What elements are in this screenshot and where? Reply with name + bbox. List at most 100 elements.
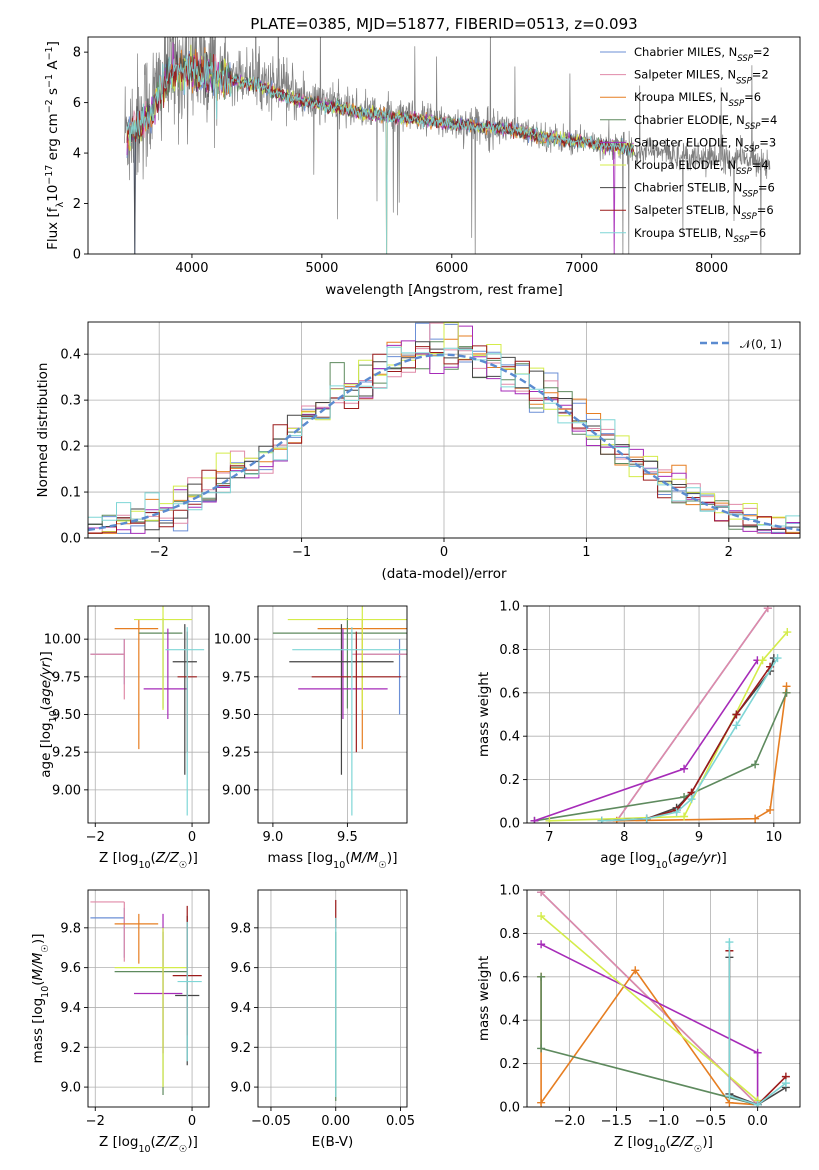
label-part: (: [38, 705, 54, 710]
axes-frame: [87, 889, 210, 1108]
label-part: 10: [656, 860, 668, 871]
x-tick-label: 6000: [435, 261, 468, 276]
mass-weight-marker: [530, 816, 539, 823]
x-tick-label: 8000: [695, 261, 728, 276]
gridlines: [88, 890, 209, 1107]
gridlines: [88, 606, 209, 823]
legend-label-sub: SSP: [736, 167, 752, 177]
legend-label-tail: =4: [752, 158, 769, 172]
mass-weight-marker: [763, 606, 772, 613]
y-tick-label: 9.4: [60, 1001, 81, 1016]
mass-weight-marker: [781, 1079, 790, 1088]
legend-label: 𝒩(0, 1): [740, 337, 782, 351]
y-tick-label: 9.4: [230, 1001, 251, 1016]
label-part: 10: [333, 860, 345, 871]
y-tick-label: 0.0: [499, 1101, 520, 1116]
label-part: wavelength [Angstrom, rest frame]: [325, 282, 563, 298]
x-tick-label: 5000: [305, 261, 338, 276]
mass-weight-line: [601, 657, 779, 822]
y-tick-label: 6: [73, 96, 81, 111]
x-tick-label: −1.5: [601, 1114, 633, 1129]
y-tick-label: 9.25: [52, 746, 81, 761]
y-tick-label: 0.2: [60, 440, 81, 455]
label-part: log: [633, 1134, 654, 1150]
mass-weight-marker: [537, 1098, 546, 1107]
x-axis-label: Z [log10(Z/Z☉)]: [99, 1134, 198, 1155]
legend-label-text: Chabrier ELODIE, N: [634, 113, 745, 127]
x-tick-label: 0: [188, 1114, 196, 1129]
y-tick-label: 0.2: [499, 773, 520, 788]
legend-label: Salpeter ELODIE, NSSP=3: [634, 135, 776, 154]
label-part: ☉: [694, 1144, 703, 1155]
label-part: ☉: [378, 860, 387, 871]
label-part: ): [716, 850, 721, 866]
mass-weight-line: [540, 943, 759, 1105]
mass-weight-marker: [631, 966, 640, 975]
x-tick-label: −2: [86, 1114, 105, 1129]
mass-weight-marker: [753, 1100, 762, 1107]
x-tick-label: 0: [440, 545, 448, 560]
label-part: M/M: [351, 850, 379, 866]
x-tick-label: −2: [150, 545, 169, 560]
y-tick-label: 8: [73, 46, 81, 61]
y-tick-label: 4: [73, 147, 81, 162]
legend-label: Chabrier STELIB, NSSP=6: [634, 181, 775, 200]
y-tick-label: 0.0: [60, 532, 81, 547]
label-part: ☉: [179, 860, 188, 871]
legend-label-text: Kroupa MILES, N: [634, 90, 729, 104]
plot-area: [124, 37, 771, 254]
figure-title: PLATE=0385, MJD=51877, FIBERID=0513, z=0…: [250, 15, 637, 33]
label-part: (: [151, 850, 156, 866]
panel-residuals: −2 −1 0 1 2 0.0 0.1 0.2 0.3 0.4 (data-model)/error…: [35, 321, 801, 582]
gridlines: [527, 889, 800, 1108]
x-axis-label: mass [log10(M/M☉)]: [268, 850, 398, 871]
label-part: (data-model)/error: [381, 566, 507, 582]
label-part: Normed distribution: [35, 363, 51, 498]
x-tick-label: 4000: [175, 261, 208, 276]
legend-label-sub: SSP: [742, 190, 758, 200]
y-tick-label: 0.8: [499, 643, 520, 658]
axes-frame: [526, 605, 801, 824]
label-part: ☉: [179, 1144, 188, 1155]
legend-label-text: Salpeter ELODIE, N: [634, 135, 744, 149]
mass-weight-marker: [732, 721, 741, 730]
label-part: Z/Z: [155, 1134, 180, 1150]
legend-label: Chabrier ELODIE, NSSP=4: [634, 113, 777, 132]
label-part: ): [702, 1134, 707, 1150]
legend-label-sub: SSP: [729, 99, 745, 109]
y-tick-label: 1.0: [499, 600, 520, 615]
label-part: Flux [f: [45, 206, 61, 250]
mass-weight-marker: [680, 764, 689, 773]
legend-label-sub: SSP: [736, 77, 752, 87]
label-part: −1: [44, 74, 55, 88]
y-tick-label: 9.6: [60, 961, 81, 976]
y-axis-label: mass weight: [476, 672, 492, 757]
y-tick-label: 0.3: [60, 394, 81, 409]
gridlines: [258, 890, 407, 1107]
label-part: ): [38, 657, 54, 662]
label-part: log: [30, 998, 46, 1019]
x-axis-label: Z [log10(Z/Z☉)]: [614, 1134, 713, 1155]
label-part: Z [: [614, 1134, 633, 1150]
plot-area: [537, 890, 790, 1107]
x-tick-label: 9.0: [263, 830, 284, 845]
x-tick-label: 7000: [565, 261, 598, 276]
mass-weight-marker: [537, 1044, 546, 1053]
label-part: Z [: [99, 1134, 118, 1150]
legend-label-tail: =3: [759, 135, 776, 149]
legend-label-text: Chabrier STELIB, N: [634, 181, 742, 195]
x-tick-label: 1: [582, 545, 590, 560]
axes-frame: [87, 321, 801, 539]
label-part: log: [313, 850, 334, 866]
x-axis-label: Z [log10(Z/Z☉)]: [99, 850, 198, 871]
x-tick-label: −0.05: [251, 1114, 291, 1129]
y-axis-label: Normed distribution: [35, 363, 51, 498]
label-part: ]: [193, 1134, 198, 1150]
y-tick-label: 9.0: [60, 1081, 81, 1096]
residual-histogram: [88, 346, 800, 538]
y-tick-label: 0.6: [499, 686, 520, 701]
plot-area: [90, 901, 202, 1096]
label-part: age [: [38, 743, 54, 778]
